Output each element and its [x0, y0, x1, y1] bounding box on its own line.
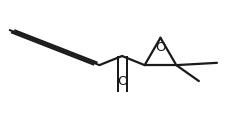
Text: O: O	[155, 41, 165, 54]
Text: O: O	[116, 74, 127, 87]
